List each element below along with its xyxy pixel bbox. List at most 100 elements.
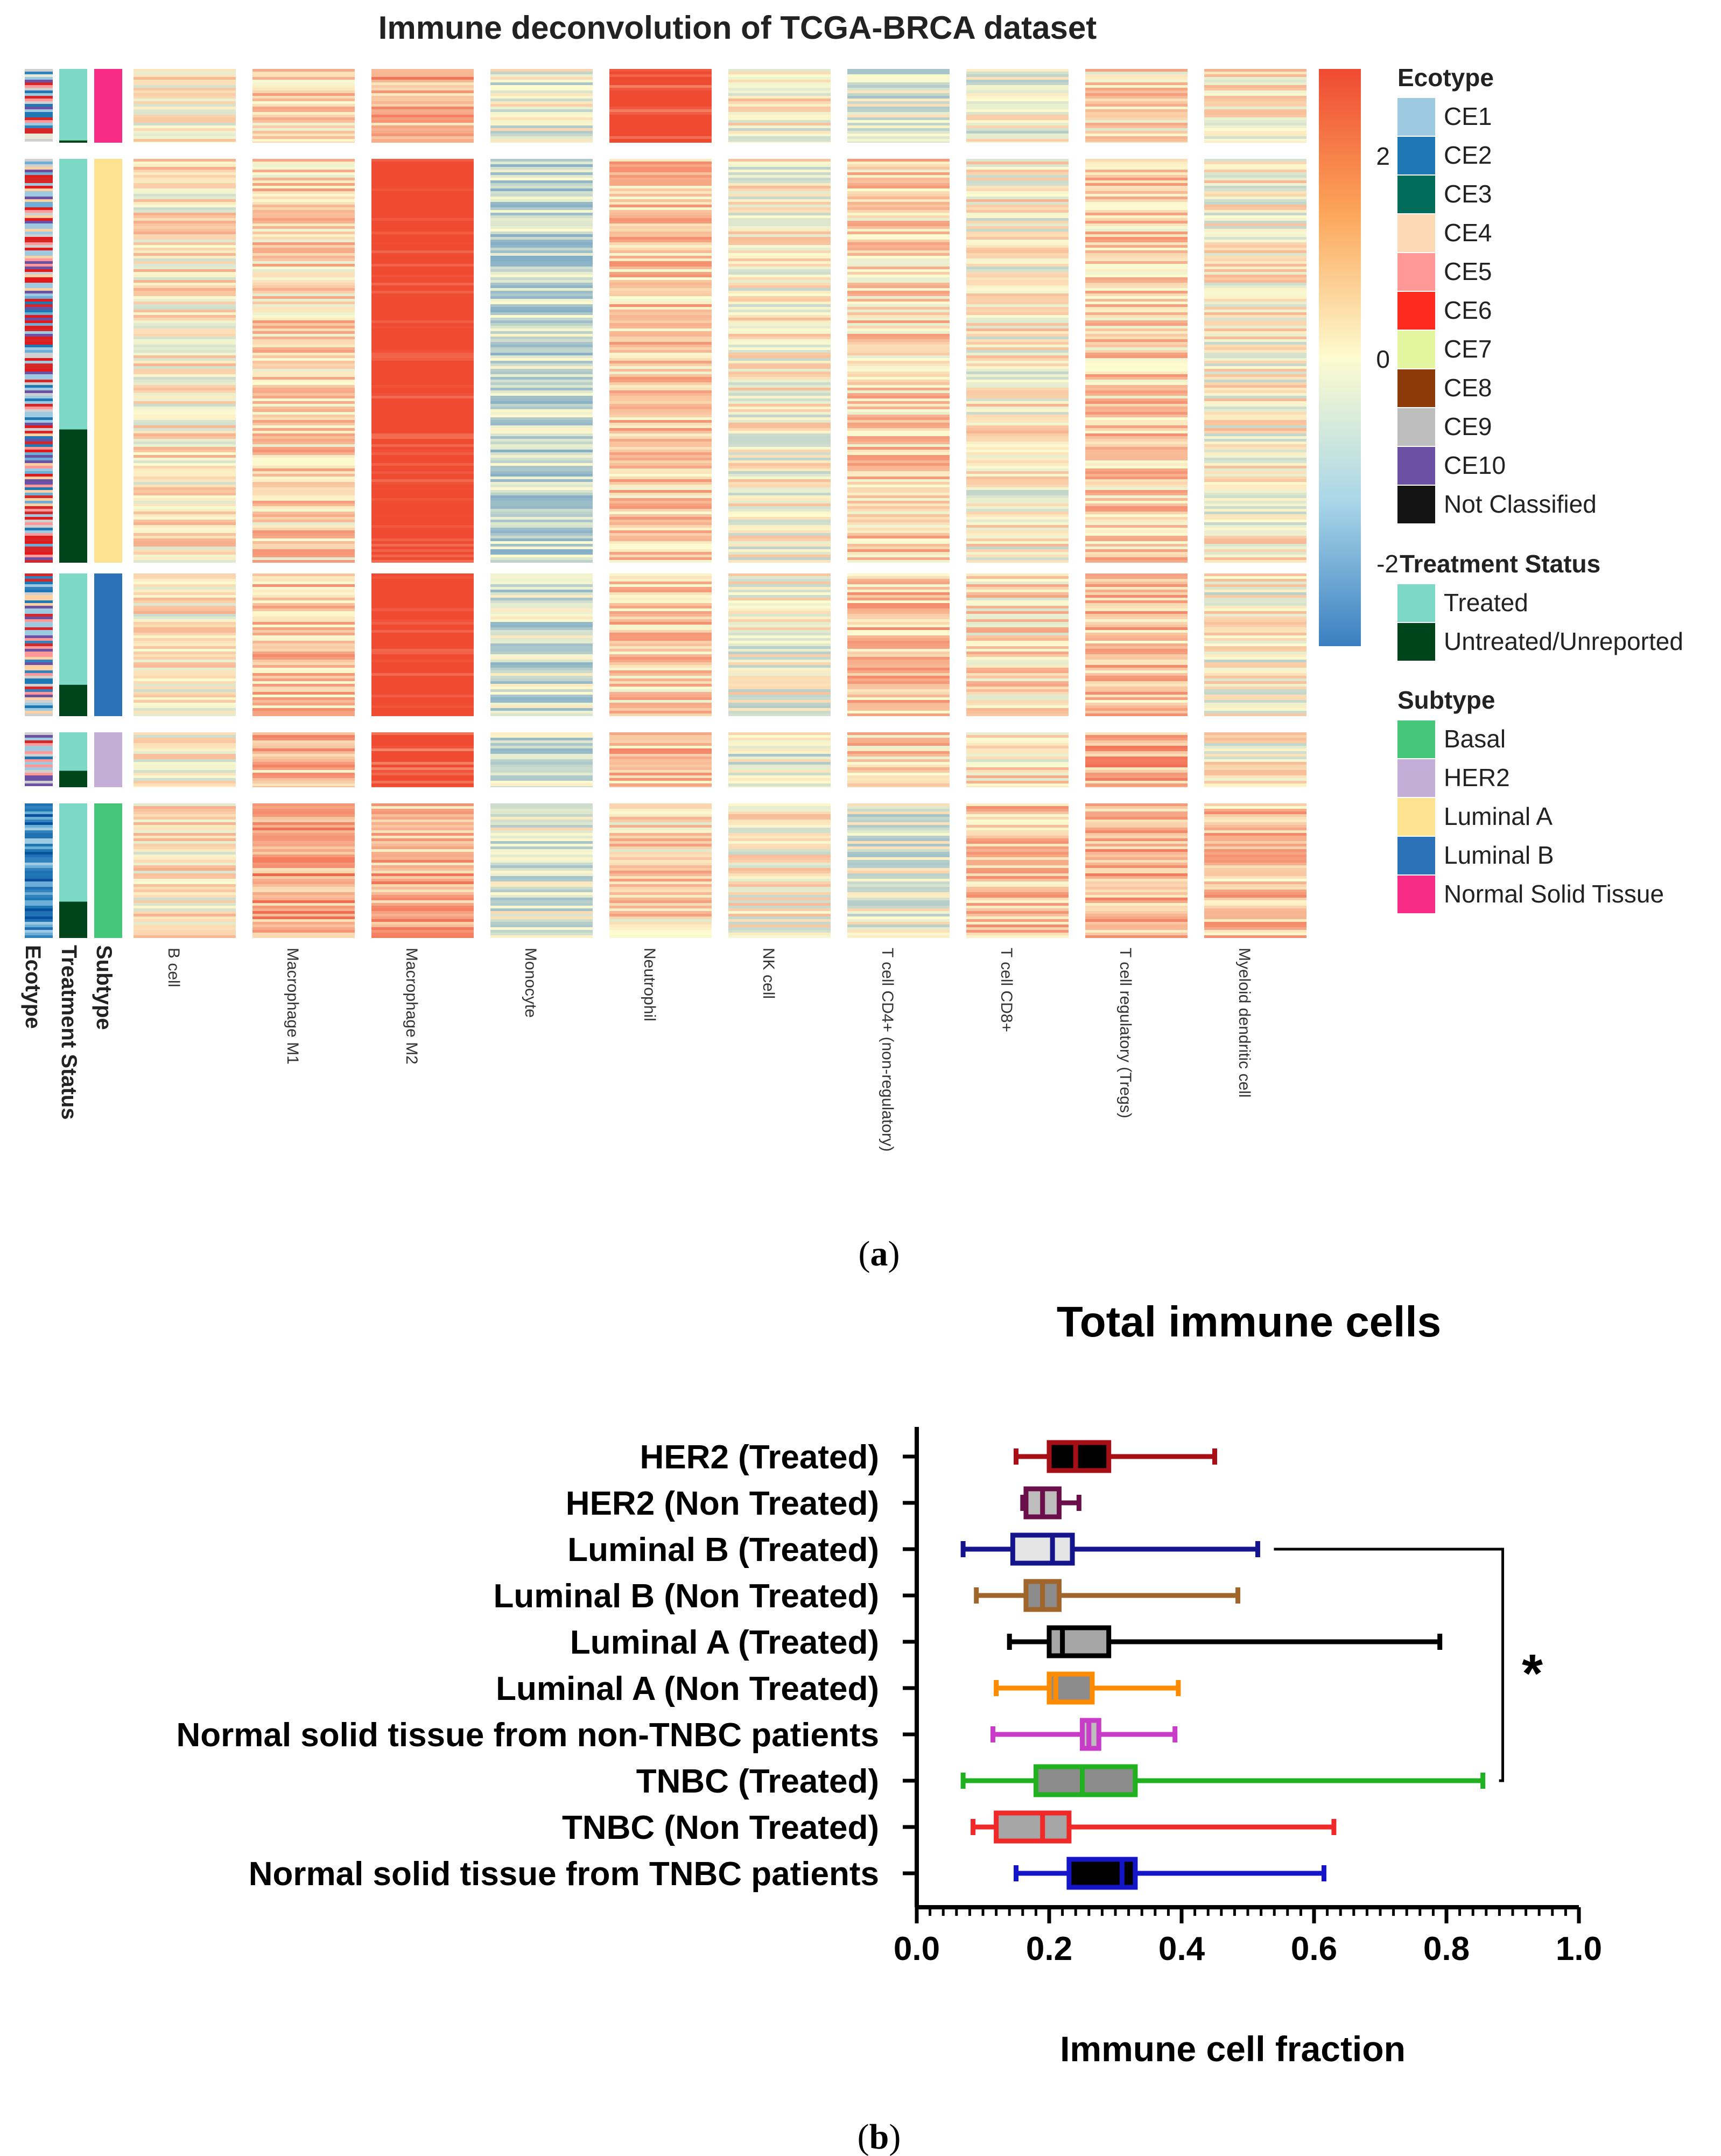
heatmap-cell xyxy=(252,759,355,762)
heatmap-cell xyxy=(728,916,831,919)
heatmap-cell xyxy=(1085,820,1188,822)
heatmap-cell xyxy=(847,202,950,205)
heatmap-cell xyxy=(1085,183,1188,186)
ecotype-stripe xyxy=(25,746,53,748)
heatmap-cell xyxy=(609,117,712,120)
heatmap-cell xyxy=(1204,393,1306,396)
heatmap-cell xyxy=(252,398,355,401)
heatmap-cell xyxy=(1204,447,1306,450)
heatmap-cell xyxy=(490,412,593,415)
heatmap-cell xyxy=(847,713,950,716)
heatmap-cell xyxy=(609,345,712,347)
heatmap-cell xyxy=(728,670,831,673)
heatmap-cell xyxy=(1204,783,1306,786)
heatmap-cell xyxy=(1204,781,1306,783)
heatmap-cell xyxy=(371,450,474,452)
heatmap-cell xyxy=(966,355,1069,358)
ecotype-stripe xyxy=(25,576,53,579)
heatmap-cell xyxy=(609,425,712,428)
heatmap-cell xyxy=(252,935,355,938)
heatmap-cell xyxy=(609,466,712,468)
heatmap-cell xyxy=(847,361,950,363)
heatmap-cell xyxy=(609,112,712,115)
heatmap-cell xyxy=(1204,366,1306,369)
heatmap-cell xyxy=(252,307,355,310)
ecotype-stripe xyxy=(25,232,53,234)
heatmap-cell xyxy=(134,781,236,783)
heatmap-cell xyxy=(847,74,950,77)
heatmap-cell xyxy=(728,452,831,455)
heatmap-cell xyxy=(728,892,831,895)
heatmap-cell xyxy=(1085,865,1188,868)
heatmap-cell xyxy=(1085,452,1188,455)
heatmap-cell xyxy=(252,670,355,673)
heatmap-cell xyxy=(1085,841,1188,844)
heatmap-cell xyxy=(728,646,831,649)
heatmap-cell xyxy=(847,256,950,258)
heatmap-cell xyxy=(134,74,236,77)
heatmap-cell xyxy=(728,512,831,514)
heatmap-cell xyxy=(490,388,593,390)
heatmap-cell xyxy=(609,93,712,96)
heatmap-cell xyxy=(1204,919,1306,922)
heatmap-cell xyxy=(371,547,474,549)
heatmap-cell xyxy=(609,323,712,326)
heatmap-cell xyxy=(371,635,474,638)
heatmap-cell xyxy=(1085,520,1188,522)
heatmap-cell xyxy=(847,852,950,855)
ecotype-stripe xyxy=(25,614,53,617)
heatmap-cell xyxy=(252,318,355,320)
heatmap-cell xyxy=(252,170,355,172)
heatmap-cell xyxy=(728,482,831,485)
heatmap-cell xyxy=(252,503,355,506)
heatmap-cell xyxy=(371,428,474,431)
significance-bracket: * xyxy=(1274,1548,1543,1782)
heatmap-cell xyxy=(252,162,355,164)
ecotype-stripe xyxy=(25,592,53,595)
heatmap-cell xyxy=(252,676,355,678)
ecotype-stripe xyxy=(25,748,53,751)
heatmap-cell xyxy=(371,643,474,646)
ecotype-stripe xyxy=(25,250,53,253)
heatmap-cell xyxy=(609,608,712,611)
heatmap-cell xyxy=(1085,385,1188,388)
heatmap-cell xyxy=(609,401,712,404)
heatmap-cell xyxy=(490,493,593,495)
ecotype-stripe xyxy=(25,738,53,740)
heatmap-cell xyxy=(490,431,593,433)
heatmap-cell xyxy=(134,226,236,229)
heatmap-cell xyxy=(966,466,1069,468)
heatmap-cell xyxy=(252,487,355,490)
heatmap-cell xyxy=(134,232,236,234)
heatmap-cell xyxy=(966,852,1069,855)
heatmap-cell xyxy=(252,627,355,630)
heatmap-cell xyxy=(252,302,355,304)
heatmap-cell xyxy=(609,781,712,783)
ecotype-stripe xyxy=(25,846,53,849)
heatmap-cell xyxy=(966,633,1069,635)
heatmap-cell xyxy=(371,868,474,871)
heatmap-cell xyxy=(847,128,950,131)
heatmap-cell xyxy=(847,762,950,765)
heatmap-cell xyxy=(609,307,712,310)
heatmap-cell xyxy=(966,107,1069,109)
heatmap-cell xyxy=(609,240,712,242)
heatmap-cell xyxy=(490,275,593,277)
heatmap-cell xyxy=(252,746,355,748)
heatmap-cell xyxy=(134,452,236,455)
heatmap-cell xyxy=(847,838,950,841)
heatmap-cell xyxy=(490,296,593,299)
ecotype-stripe xyxy=(25,544,53,547)
heatmap-cell xyxy=(728,748,831,751)
heatmap-cell xyxy=(966,164,1069,167)
heatmap-cell xyxy=(1085,269,1188,272)
heatmap-cell xyxy=(134,557,236,560)
heatmap-cell xyxy=(966,401,1069,404)
heatmap-cell xyxy=(609,852,712,855)
heatmap-cell xyxy=(1204,678,1306,681)
heatmap-cell xyxy=(1085,746,1188,748)
heatmap-cell xyxy=(966,700,1069,703)
heatmap-cell xyxy=(1085,852,1188,855)
heatmap-cell xyxy=(966,740,1069,743)
legend-label: CE6 xyxy=(1444,296,1492,324)
